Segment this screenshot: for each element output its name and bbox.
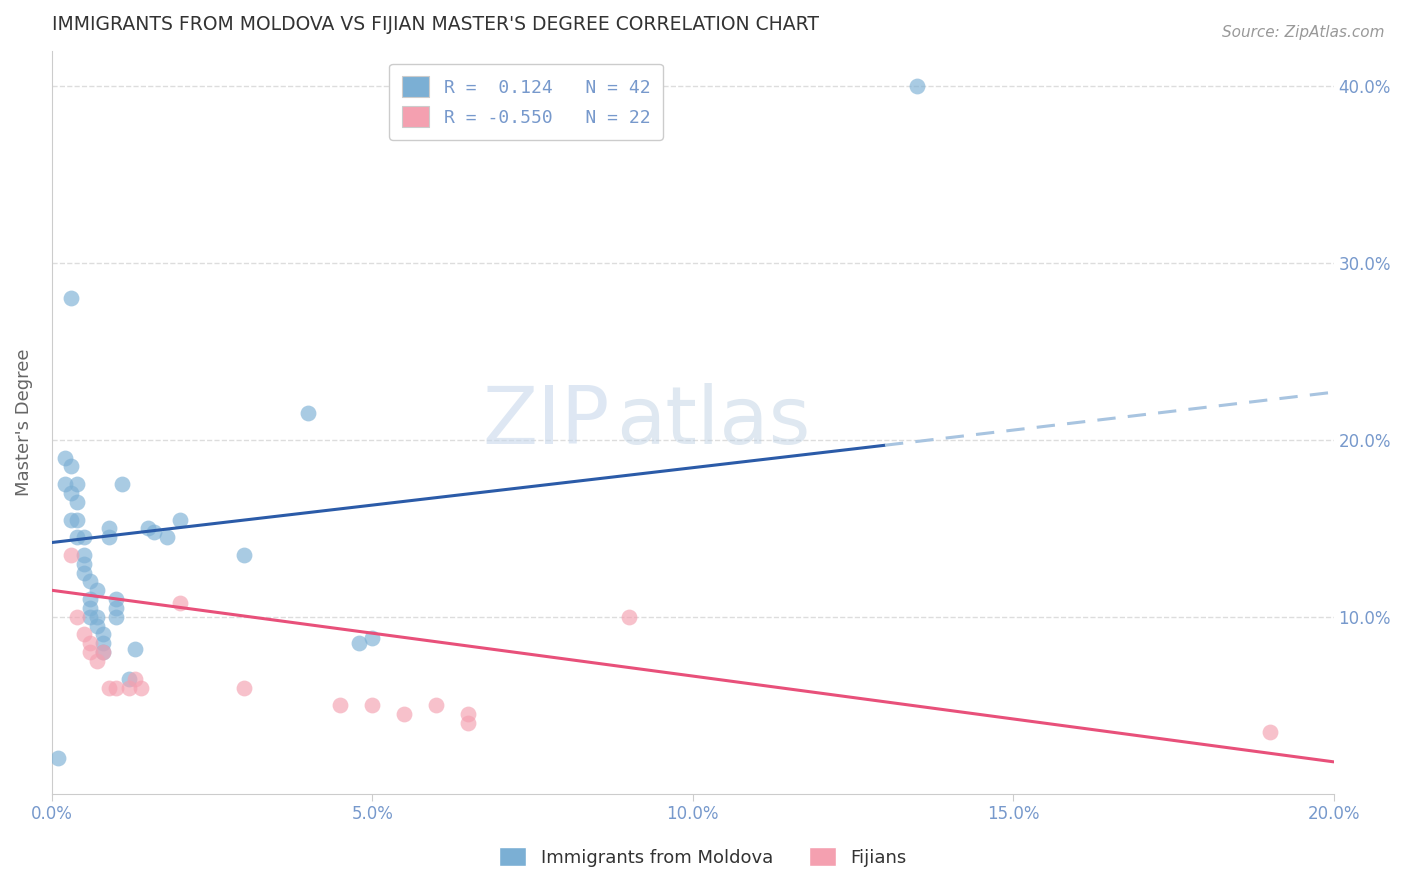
Point: [73, 548, 96, 562]
Point: [79, 636, 101, 650]
Point: [66, 477, 89, 491]
Point: [53, 450, 76, 465]
Point: [91, 627, 114, 641]
Point: [79, 609, 101, 624]
Point: [905, 79, 928, 94]
Point: [46, 751, 69, 765]
Point: [66, 530, 89, 544]
Point: [361, 631, 384, 645]
Point: [86, 618, 108, 632]
Point: [104, 592, 127, 607]
Point: [617, 609, 640, 624]
Point: [66, 512, 89, 526]
Point: [79, 645, 101, 659]
Point: [457, 715, 479, 730]
Y-axis label: Master's Degree: Master's Degree: [15, 349, 32, 496]
Point: [66, 495, 89, 509]
Point: [73, 566, 96, 580]
Point: [59, 548, 82, 562]
Point: [98, 530, 121, 544]
Point: [104, 681, 127, 695]
Point: [104, 601, 127, 615]
Point: [394, 707, 416, 722]
Point: [59, 486, 82, 500]
Point: [124, 641, 146, 656]
Point: [124, 672, 146, 686]
Point: [79, 601, 101, 615]
Point: [66, 609, 89, 624]
Point: [73, 557, 96, 571]
Text: Source: ZipAtlas.com: Source: ZipAtlas.com: [1222, 25, 1385, 40]
Point: [425, 698, 447, 713]
Point: [169, 512, 191, 526]
Point: [1258, 724, 1281, 739]
Point: [91, 645, 114, 659]
Point: [233, 681, 256, 695]
Point: [104, 609, 127, 624]
Point: [59, 512, 82, 526]
Point: [53, 477, 76, 491]
Point: [169, 596, 191, 610]
Point: [329, 698, 352, 713]
Point: [98, 681, 121, 695]
Point: [131, 681, 153, 695]
Point: [73, 530, 96, 544]
Point: [79, 592, 101, 607]
Point: [361, 698, 384, 713]
Point: [79, 574, 101, 589]
Point: [118, 681, 141, 695]
Legend: Immigrants from Moldova, Fijians: Immigrants from Moldova, Fijians: [492, 840, 914, 874]
Point: [143, 524, 166, 539]
Point: [59, 292, 82, 306]
Point: [156, 530, 179, 544]
Point: [297, 406, 319, 420]
Point: [86, 609, 108, 624]
Point: [73, 627, 96, 641]
Point: [91, 645, 114, 659]
Point: [118, 672, 141, 686]
Point: [98, 521, 121, 535]
Point: [457, 707, 479, 722]
Text: ZIP: ZIP: [482, 384, 609, 461]
Legend: R =  0.124   N = 42, R = -0.550   N = 22: R = 0.124 N = 42, R = -0.550 N = 22: [389, 63, 662, 139]
Point: [91, 636, 114, 650]
Text: IMMIGRANTS FROM MOLDOVA VS FIJIAN MASTER'S DEGREE CORRELATION CHART: IMMIGRANTS FROM MOLDOVA VS FIJIAN MASTER…: [52, 15, 818, 34]
Point: [86, 654, 108, 668]
Point: [349, 636, 371, 650]
Point: [59, 459, 82, 474]
Point: [111, 477, 134, 491]
Text: atlas: atlas: [616, 384, 810, 461]
Point: [233, 548, 256, 562]
Point: [86, 583, 108, 598]
Point: [136, 521, 159, 535]
